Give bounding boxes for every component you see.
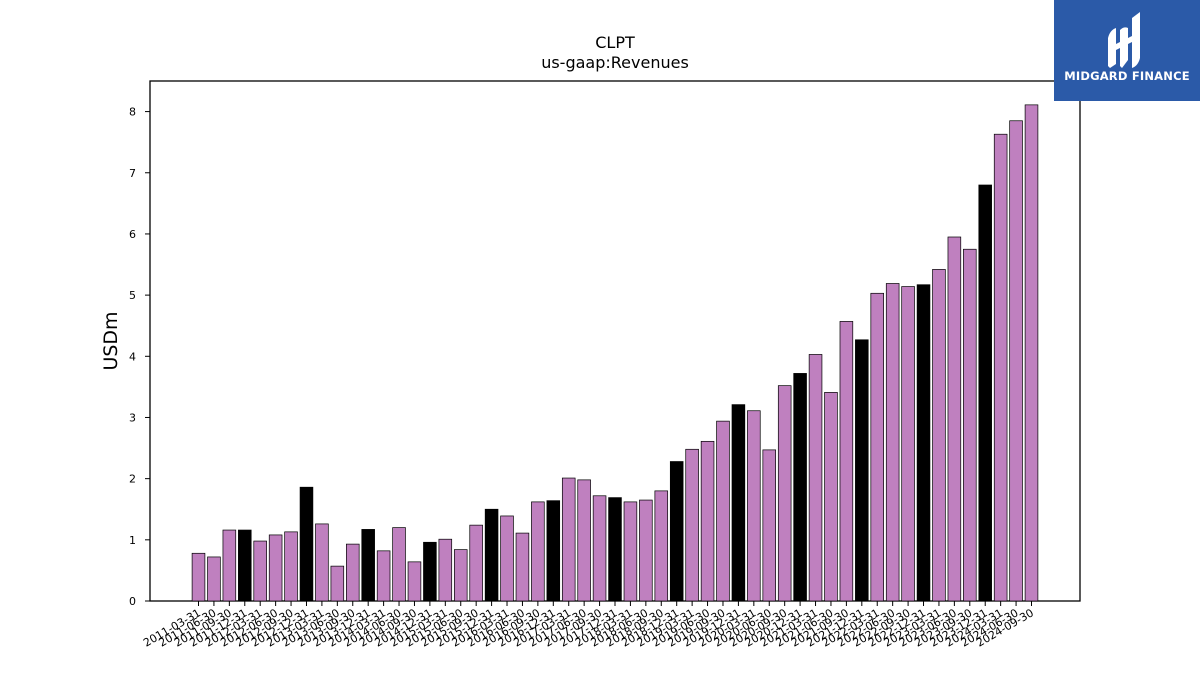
bar-2024-06-30 [1009,120,1023,602]
bar-2022-03-31 [870,292,884,602]
bar-2023-12-31 [978,184,992,602]
bar-2012-06-30 [268,534,283,602]
bars-group [191,104,1039,602]
y-tick-label: 8 [129,106,136,119]
bar-2011-09-30 [222,529,237,602]
bar-2019-09-30 [716,420,730,602]
bar-2020-12-31 [793,373,807,602]
bar-2020-09-30 [777,385,792,602]
bar-2019-06-30 [700,440,715,602]
y-tick-label: 2 [129,473,136,486]
bar-2012-03-31 [253,540,267,602]
bar-2018-09-30 [654,490,669,602]
chart-title: CLPT [595,33,635,52]
bar-2017-12-31 [608,497,622,602]
bar-2012-12-31 [299,486,314,602]
bar-2020-03-31 [747,410,761,602]
bar-2021-09-30 [839,321,854,602]
bar-2017-06-30 [577,479,591,602]
bar-2015-12-31 [484,508,499,602]
bar-2021-12-31 [855,339,869,602]
bar-2014-03-31 [376,550,391,602]
chart-subtitle: us-gaap:Revenues [541,53,689,72]
y-tick-label: 4 [129,350,136,363]
y-tick-label: 0 [129,595,136,608]
x-axis: 2011-03-312011-06-302011-09-302011-12-31… [141,601,1036,650]
bar-2018-06-30 [639,499,653,602]
bar-2023-06-30 [947,236,962,602]
y-axis: 0 1 2 3 4 5 6 7 8 [129,106,150,608]
bar-2013-09-30 [346,543,360,602]
bar-2023-09-30 [963,248,977,602]
bar-2021-03-31 [808,354,823,602]
bar-2013-03-31 [315,523,329,602]
y-tick-label: 5 [129,289,136,302]
midgard-logo-mark-icon [1108,12,1140,68]
bar-2014-12-31 [423,541,437,602]
bar-2024-03-31 [993,133,1008,602]
bar-2021-06-30 [824,392,838,602]
bar-2018-03-31 [623,501,638,602]
bar-2011-03-31 [191,552,206,602]
bar-2019-03-31 [685,448,699,602]
bar-2022-12-31 [916,284,931,602]
bar-2014-09-30 [407,561,422,602]
bar-2019-12-31 [731,404,746,602]
bar-2015-09-30 [469,524,483,602]
bar-2012-09-30 [284,531,298,602]
bar-2015-06-30 [453,549,468,602]
y-tick-label: 7 [129,167,136,180]
bar-2023-03-31 [932,269,946,602]
bar-2018-12-31 [669,461,684,602]
bar-2013-12-31 [361,529,375,602]
logo-text: MIDGARD FINANCE [1064,69,1190,83]
bar-2016-09-30 [531,501,545,602]
bar-2022-06-30 [885,283,900,602]
bar-2016-12-31 [546,500,561,602]
y-axis-label: USDm [100,311,122,370]
y-tick-label: 3 [129,411,136,424]
bar-2014-06-30 [392,527,406,602]
bar-2016-03-31 [500,515,514,602]
bar-2024-09-30 [1024,104,1039,602]
bar-2011-06-30 [207,556,221,602]
bar-2022-09-30 [901,286,915,602]
bar-2016-06-30 [515,532,530,602]
bar-2020-06-30 [762,449,777,602]
y-tick-label: 1 [129,534,136,547]
bar-2015-03-31 [438,538,453,602]
bar-2017-03-31 [561,477,576,602]
bar-2017-09-30 [592,495,607,602]
midgard-finance-logo: MIDGARD FINANCE [1054,0,1200,101]
bar-2011-12-31 [238,529,252,602]
bar-2013-06-30 [330,565,345,602]
y-tick-label: 6 [129,228,136,241]
